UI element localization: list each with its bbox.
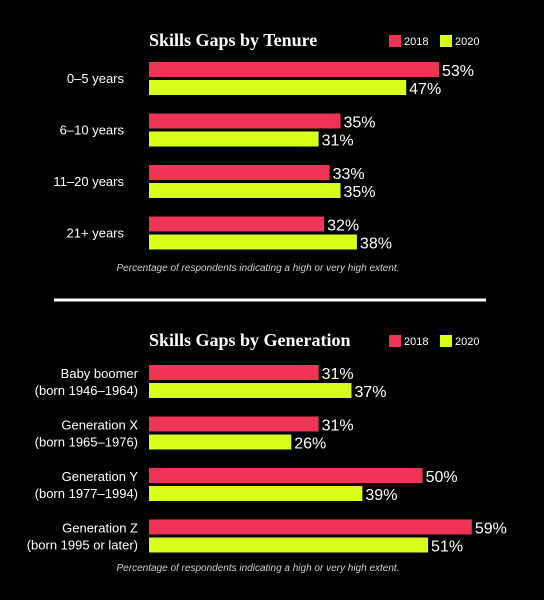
chart-title: Skills Gaps by Tenure — [149, 30, 317, 50]
category-label-1-line2: (born 1946–1964) — [35, 383, 138, 398]
value-label-2020-3: 35% — [344, 184, 376, 201]
category-label-1: 0–5 years — [67, 71, 125, 86]
bar-2020-4 — [149, 537, 429, 553]
bar-2020-1 — [149, 383, 352, 398]
category-label-4-line1: Generation Z — [62, 521, 138, 536]
bar-2018-1 — [149, 365, 319, 380]
value-label-2018-2: 35% — [344, 115, 376, 132]
value-label-2020-3: 39% — [365, 487, 397, 504]
value-label-2018-3: 50% — [426, 469, 458, 486]
bar-2018-2 — [149, 113, 341, 129]
bar-2018-4 — [149, 519, 472, 535]
value-label-2018-4: 32% — [327, 218, 359, 235]
legend-label-2018: 2018 — [404, 336, 428, 348]
bar-2018-4 — [149, 216, 325, 232]
legend-swatch-2020 — [440, 35, 452, 47]
legend-label-2018: 2018 — [404, 36, 428, 48]
value-label-2018-3: 33% — [333, 166, 365, 183]
bar-2018-3 — [149, 165, 330, 180]
category-label-2: 6–10 years — [60, 123, 125, 138]
legend-label-2020: 2020 — [455, 36, 479, 48]
chart-title: Skills Gaps by Generation — [149, 330, 351, 350]
bar-2020-2 — [149, 434, 292, 450]
category-label-3: 11–20 years — [53, 174, 124, 189]
category-label-4-line2: (born 1995 or later) — [27, 538, 138, 553]
value-label-2020-1: 37% — [354, 384, 386, 401]
value-label-2020-4: 38% — [360, 236, 392, 253]
value-label-2018-1: 31% — [322, 366, 354, 383]
chart-note: Percentage of respondents indicating a h… — [117, 563, 400, 574]
value-label-2020-2: 26% — [294, 436, 326, 453]
legend-label-2020: 2020 — [455, 336, 479, 348]
bar-2020-4 — [149, 234, 357, 250]
category-label-2-line1: Generation X — [61, 418, 138, 433]
value-label-2018-2: 31% — [322, 418, 354, 435]
value-label-2020-4: 51% — [431, 539, 463, 556]
category-label-3-line1: Generation Y — [62, 469, 139, 484]
bar-2018-2 — [149, 416, 319, 432]
chart-1: Skills Gaps by Tenure 2018 2020 53%47% 0–5 y… — [53, 30, 479, 274]
value-label-2020-1: 47% — [409, 81, 441, 98]
bar-2020-3 — [149, 486, 363, 501]
legend-swatch-2018 — [389, 35, 401, 47]
value-label-2018-4: 59% — [475, 521, 507, 538]
category-label-2-line2: (born 1965–1976) — [35, 435, 138, 450]
legend-swatch-2020 — [440, 335, 452, 347]
value-label-2018-1: 53% — [442, 63, 474, 80]
chart-2: Skills Gaps by Generation 2018 2020 31%37% B… — [27, 330, 507, 574]
category-label-4: 21+ years — [67, 226, 125, 241]
value-label-2020-2: 31% — [322, 133, 354, 150]
bar-2018-1 — [149, 62, 439, 77]
bar-2020-3 — [149, 183, 341, 198]
chart-note: Percentage of respondents indicating a h… — [117, 263, 400, 274]
legend-swatch-2018 — [389, 335, 401, 347]
category-label-1-line1: Baby boomer — [61, 366, 139, 381]
category-label-3-line2: (born 1977–1994) — [35, 486, 138, 501]
bar-2020-2 — [149, 131, 319, 147]
bar-2020-1 — [149, 80, 407, 95]
bar-2018-3 — [149, 468, 423, 483]
